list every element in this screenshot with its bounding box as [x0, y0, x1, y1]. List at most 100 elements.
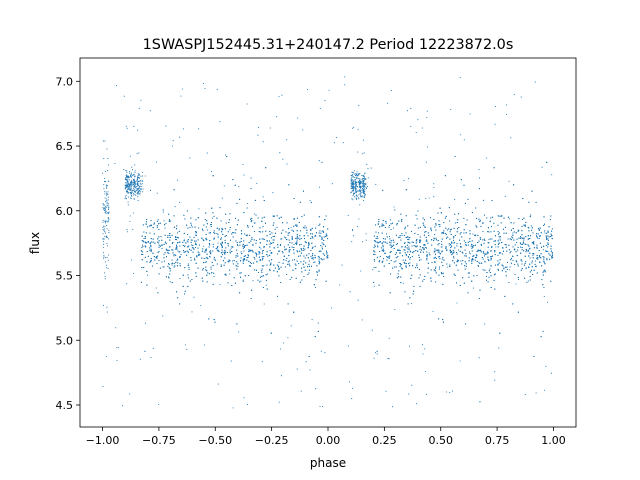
- data-point: [324, 219, 326, 221]
- data-point: [288, 255, 290, 257]
- data-point: [311, 233, 313, 235]
- data-point: [150, 250, 152, 252]
- data-point: [142, 188, 144, 190]
- data-point: [353, 190, 355, 192]
- data-point: [126, 186, 128, 188]
- data-point: [303, 235, 305, 237]
- data-point: [104, 170, 106, 173]
- data-point: [281, 238, 283, 240]
- data-point: [150, 248, 152, 250]
- data-point: [196, 255, 198, 257]
- data-point: [214, 321, 216, 323]
- data-point: [301, 279, 303, 281]
- data-point: [310, 228, 312, 230]
- data-point: [292, 230, 294, 232]
- data-point: [160, 236, 162, 238]
- data-point: [323, 254, 326, 256]
- data-point: [244, 275, 246, 277]
- data-point: [106, 212, 108, 214]
- data-point: [266, 273, 269, 275]
- data-point: [159, 222, 161, 224]
- data-point: [293, 249, 295, 251]
- data-point: [273, 264, 275, 266]
- data-point: [205, 251, 207, 253]
- data-point: [104, 193, 106, 195]
- data-point: [303, 266, 305, 268]
- data-point: [107, 199, 109, 201]
- data-point: [107, 191, 109, 193]
- data-point: [224, 242, 226, 244]
- data-point: [246, 259, 248, 261]
- data-point: [299, 250, 301, 252]
- data-point: [125, 177, 127, 179]
- data-point: [173, 253, 175, 256]
- data-point: [212, 175, 214, 177]
- data-point: [209, 232, 212, 234]
- data-point: [145, 232, 147, 234]
- data-point: [126, 127, 128, 129]
- data-point: [274, 267, 276, 269]
- data-point: [231, 260, 234, 262]
- data-point: [288, 239, 290, 241]
- data-point: [311, 257, 313, 259]
- data-point: [142, 191, 144, 193]
- data-point: [131, 174, 133, 177]
- data-point: [293, 311, 295, 313]
- data-point: [291, 259, 294, 261]
- data-point: [125, 196, 127, 198]
- data-point: [172, 249, 174, 251]
- data-point: [194, 246, 197, 249]
- data-point: [105, 198, 108, 200]
- data-point: [316, 265, 318, 267]
- data-point: [246, 207, 248, 209]
- data-point: [288, 184, 290, 186]
- data-point: [285, 259, 287, 261]
- data-point: [133, 189, 135, 191]
- data-point: [225, 222, 227, 224]
- data-point: [164, 234, 166, 236]
- data-point: [285, 237, 287, 239]
- data-point: [191, 239, 193, 241]
- data-point: [184, 245, 186, 247]
- data-point: [319, 250, 321, 252]
- data-point: [255, 242, 257, 244]
- data-point: [273, 215, 275, 217]
- data-point: [221, 246, 223, 249]
- data-point: [165, 276, 167, 278]
- data-point: [149, 225, 151, 227]
- data-point: [363, 179, 365, 181]
- data-point: [180, 254, 182, 256]
- data-point: [299, 238, 301, 240]
- data-point: [132, 181, 134, 183]
- data-point: [318, 270, 320, 272]
- data-point: [221, 227, 223, 229]
- data-point: [169, 270, 171, 272]
- data-point: [259, 246, 261, 248]
- data-point: [152, 227, 154, 229]
- data-point: [191, 278, 193, 281]
- data-point: [296, 234, 298, 236]
- data-point: [213, 238, 215, 240]
- data-point: [156, 255, 159, 257]
- data-point: [104, 261, 107, 263]
- data-point: [289, 246, 291, 248]
- data-point: [136, 185, 138, 188]
- data-point: [138, 152, 140, 154]
- data-point: [365, 188, 368, 190]
- data-point: [218, 250, 220, 252]
- data-point: [216, 227, 218, 229]
- data-point: [250, 188, 252, 190]
- data-point: [131, 191, 133, 193]
- data-point: [296, 260, 298, 262]
- data-point: [360, 186, 362, 189]
- data-point: [152, 252, 154, 255]
- data-point: [352, 175, 354, 177]
- data-point: [203, 251, 205, 253]
- data-point: [143, 266, 145, 269]
- data-point: [138, 191, 140, 193]
- data-point: [189, 226, 191, 228]
- data-point: [202, 267, 204, 270]
- data-point: [315, 227, 317, 229]
- data-point: [315, 235, 317, 237]
- data-point: [236, 261, 238, 263]
